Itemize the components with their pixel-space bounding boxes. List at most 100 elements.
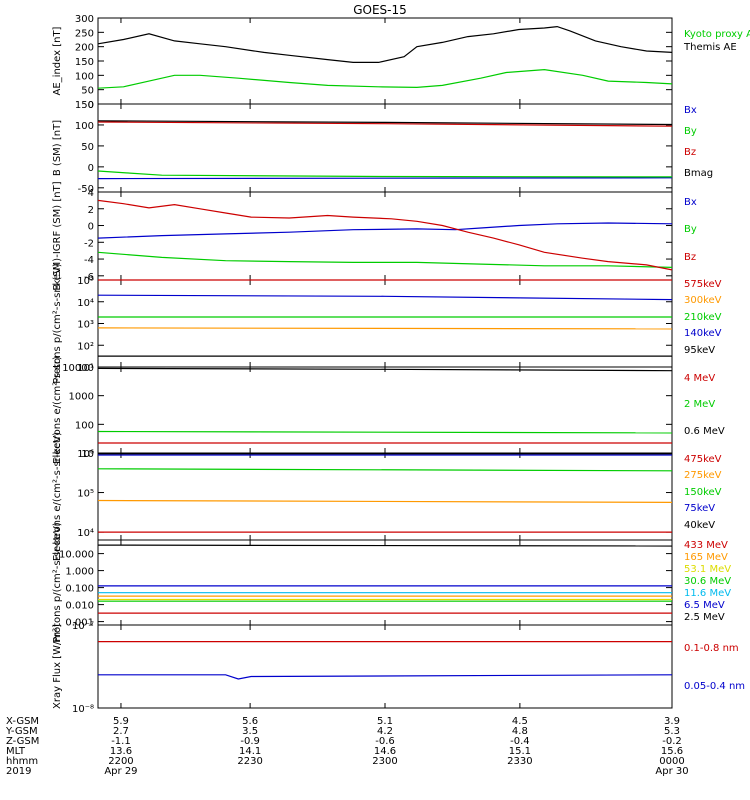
row-value: 14.6 bbox=[374, 746, 396, 757]
legend-label: By bbox=[684, 126, 697, 137]
legend-label: 140keV bbox=[684, 328, 722, 339]
y-tick-label: 50 bbox=[81, 142, 94, 153]
panel-4: 10¹ 10² 10³ 10⁴ 10⁵ Protons p/(cm²-s-sr-keV) 5… bbox=[52, 263, 722, 384]
row-value: 5.6 bbox=[242, 716, 258, 727]
legend-label: 2 MeV bbox=[684, 399, 715, 410]
series-line bbox=[97, 199, 673, 271]
y-tick-label: 10⁴ bbox=[77, 528, 94, 539]
row-value: 2230 bbox=[237, 756, 262, 767]
y-tick-label: 10⁵ bbox=[77, 276, 94, 287]
series-line bbox=[97, 121, 673, 127]
plot-frame bbox=[97, 452, 673, 541]
plot-frame bbox=[97, 624, 673, 709]
series-line bbox=[97, 499, 673, 503]
y-tick-label: -2 bbox=[84, 238, 94, 249]
row-value: -0.9 bbox=[240, 736, 260, 747]
y-tick-label: 0.100 bbox=[65, 584, 94, 595]
legend-label: 40keV bbox=[684, 520, 715, 531]
row-value: 5.9 bbox=[113, 716, 129, 727]
legend-label: 6.5 MeV bbox=[684, 600, 725, 611]
series-line bbox=[97, 25, 673, 64]
series-line bbox=[97, 430, 673, 434]
legend-label: 11.6 MeV bbox=[684, 588, 731, 599]
y-tick-label: 0 bbox=[88, 222, 94, 233]
legend-label: By bbox=[684, 224, 697, 235]
legend-label: Themis AE bbox=[683, 42, 737, 53]
y-tick-label: 100 bbox=[75, 121, 94, 132]
y-tick-label: 10² bbox=[77, 341, 94, 352]
y-tick-label: 10000 bbox=[62, 363, 94, 374]
y-tick-label: 10.000 bbox=[59, 550, 94, 561]
y-tick-label: 0 bbox=[88, 100, 94, 111]
legend-label: 4 MeV bbox=[684, 373, 715, 384]
plot-frame bbox=[97, 191, 673, 281]
y-tick-label: 10 bbox=[81, 449, 94, 460]
legend-label: 0.6 MeV bbox=[684, 426, 725, 437]
row-value: 4.2 bbox=[377, 726, 393, 737]
plot-frame bbox=[97, 279, 673, 368]
row-value: -0.4 bbox=[510, 736, 530, 747]
legend-label: 210keV bbox=[684, 312, 722, 323]
row-value: 5.3 bbox=[664, 726, 680, 737]
series-line bbox=[97, 177, 673, 180]
legend-label: 300keV bbox=[684, 295, 722, 306]
legend-label: 0.1-0.8 nm bbox=[684, 643, 739, 654]
row-value: 15.1 bbox=[509, 746, 531, 757]
y-tick-label: 100 bbox=[75, 71, 94, 82]
y-tick-label: 300 bbox=[75, 14, 94, 25]
legend-label: Bmag bbox=[684, 168, 713, 179]
y-tick-label: 10⁻⁸ bbox=[72, 704, 94, 715]
series-line bbox=[97, 367, 673, 372]
y-tick-label: -4 bbox=[84, 255, 94, 266]
series-line bbox=[97, 544, 673, 547]
series-line bbox=[97, 468, 673, 472]
row-value: 2300 bbox=[372, 756, 397, 767]
row-value: 14.1 bbox=[239, 746, 261, 757]
legend-label: 475keV bbox=[684, 454, 722, 465]
y-tick-label: 150 bbox=[75, 57, 94, 68]
legend-label: Bx bbox=[684, 105, 697, 116]
row-value: 5.1 bbox=[377, 716, 393, 727]
legend-label: 0.05-0.4 nm bbox=[684, 681, 745, 692]
row-value: -0.6 bbox=[375, 736, 395, 747]
y-tick-label: 150 bbox=[75, 100, 94, 111]
row-value: 3.9 bbox=[664, 716, 680, 727]
y-axis-label: B (SM) [nT] bbox=[52, 120, 63, 176]
legend-label: 30.6 MeV bbox=[684, 576, 731, 587]
series-line bbox=[97, 251, 673, 268]
panel-2: -50 0 50 100 150 B (SM) [nT] Bx By Bz Bmag bbox=[52, 100, 713, 195]
y-tick-label: -50 bbox=[78, 184, 94, 195]
y-tick-label: 10⁵ bbox=[77, 489, 94, 500]
row-label: MLT bbox=[6, 746, 26, 757]
legend-label: 150keV bbox=[684, 487, 722, 498]
row-label: Z-GSM bbox=[6, 736, 39, 747]
y-tick-label: 10⁻⁷ bbox=[72, 621, 94, 632]
series-line bbox=[97, 170, 673, 178]
row-label: Y-GSM bbox=[5, 726, 38, 737]
legend-label: 95keV bbox=[684, 345, 715, 356]
time-axis-table: X-GSM 5.9 5.6 5.1 4.5 3.9 Y-GSM 2.7 3.5 4.2 4.8 5.3… bbox=[5, 716, 689, 777]
row-value: 4.8 bbox=[512, 726, 528, 737]
y-tick-label: 1.000 bbox=[65, 567, 94, 578]
legend-label: Bz bbox=[684, 252, 696, 263]
y-tick-label: -6 bbox=[84, 272, 94, 283]
panel-3: -6 -4 -2 0 2 4 B (SM)-IGRF (SM) [nT] Bx By Bz bbox=[52, 181, 697, 290]
series-line bbox=[97, 68, 673, 89]
legend-label: 575keV bbox=[684, 279, 722, 290]
y-axis-label: Protons p/(cm²-s-sr-keV) bbox=[52, 522, 63, 643]
row-value: 2200 bbox=[108, 756, 133, 767]
plot-frame bbox=[97, 539, 673, 626]
legend-label: 75keV bbox=[684, 503, 715, 514]
y-axis-label: Electrons e/(cm²-s-sr) bbox=[52, 356, 63, 464]
series-line bbox=[97, 327, 673, 330]
y-tick-label: 10¹ bbox=[77, 363, 94, 374]
panel-8: 10⁻⁸ 10⁻⁷ Xray Flux [W/m²] 0.1-0.8 nm 0.05-0… bbox=[52, 621, 745, 715]
y-axis-label: Xray Flux [W/m²] bbox=[52, 624, 63, 709]
y-axis-label: AE_index [nT] bbox=[52, 26, 63, 95]
figure-title: GOES-15 bbox=[353, 3, 407, 17]
panel-6: 10⁴ 10⁵ 10⁶ Electrons e/(cm²-s-sr-keV) 475ke… bbox=[52, 432, 722, 561]
row-label: X-GSM bbox=[6, 716, 39, 727]
legend-label: 2.5 MeV bbox=[684, 612, 725, 623]
